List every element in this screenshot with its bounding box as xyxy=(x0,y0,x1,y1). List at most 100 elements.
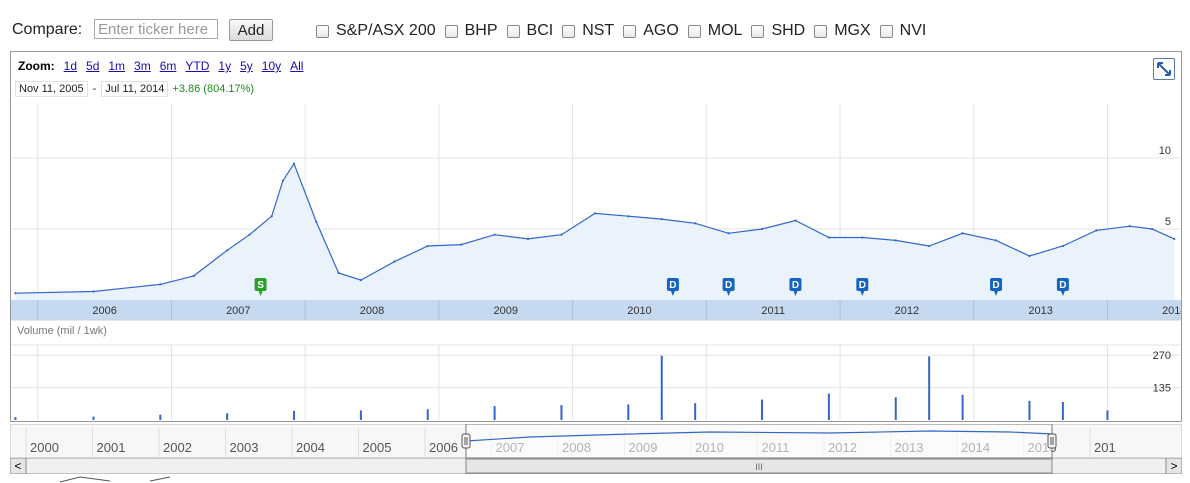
checkbox[interactable] xyxy=(316,24,329,38)
x-tick-label: 2011 xyxy=(761,305,785,317)
checkbox[interactable] xyxy=(751,24,765,38)
timeline-scrollbar[interactable]: < III > xyxy=(10,458,1182,474)
compare-ticker-label: BHP xyxy=(464,22,498,39)
price-area xyxy=(15,163,1175,300)
price-point xyxy=(248,233,251,236)
navigator-year-label: 2001 xyxy=(97,440,126,455)
zoom-5d[interactable]: 5d xyxy=(86,59,100,73)
scroll-thumb[interactable] xyxy=(465,458,1053,474)
compare-ticker-list: S&P/ASX 200 BHP BCI NST AGO MOL SHD MGX … xyxy=(316,22,935,40)
chart-panel: 5 10 S D D D D D D 2006 2007 2008 2009 2010 2011 2012 20… xyxy=(10,51,1182,422)
dividend-flag[interactable]: D xyxy=(666,278,679,296)
compare-item-ago[interactable]: AGO xyxy=(623,22,679,40)
compare-item-bci[interactable]: BCI xyxy=(506,22,553,40)
y-tick-label: 10 xyxy=(1159,145,1171,157)
zoom-10y[interactable]: 10y xyxy=(261,59,282,73)
volume-y-tick-label: 270 xyxy=(1153,350,1171,362)
checkbox[interactable] xyxy=(814,24,828,38)
volume-bar xyxy=(14,417,17,420)
price-point xyxy=(281,179,284,182)
zoom-label: Zoom: xyxy=(18,59,55,73)
compare-ticker-label: NST xyxy=(582,22,615,39)
navigator-handle[interactable] xyxy=(461,433,471,449)
price-point xyxy=(727,232,730,235)
y-tick-label: 5 xyxy=(1165,216,1171,228)
date-axis-band xyxy=(11,300,1181,320)
price-point xyxy=(270,215,273,218)
compare-label: Compare: xyxy=(12,21,83,38)
checkbox[interactable] xyxy=(506,24,520,38)
navigator-selection[interactable] xyxy=(465,424,1053,458)
expand-icon xyxy=(1157,62,1171,76)
zoom-5y[interactable]: 5y xyxy=(240,59,253,73)
timeline-navigator[interactable]: 2000200120022003200420052006200720082009… xyxy=(10,424,1182,458)
compare-item-bhp[interactable]: BHP xyxy=(444,22,498,40)
compare-item-sp-asx-200[interactable]: S&P/ASX 200 xyxy=(316,22,436,40)
price-point xyxy=(226,249,229,252)
dividend-flag[interactable]: D xyxy=(856,278,869,296)
dividend-flag[interactable]: D xyxy=(1056,278,1069,296)
x-tick-label: 2010 xyxy=(627,305,651,317)
zoom-3m[interactable]: 3m xyxy=(134,59,151,73)
compare-item-shd[interactable]: SHD xyxy=(751,22,805,40)
volume-bar xyxy=(928,356,931,420)
price-point xyxy=(1095,229,1098,232)
checkbox[interactable] xyxy=(879,24,893,38)
price-point xyxy=(1128,225,1131,228)
price-point xyxy=(92,290,95,293)
dividend-flag[interactable]: D xyxy=(789,278,802,296)
zoom-1m[interactable]: 1m xyxy=(108,59,126,73)
navigator-year-label: 2003 xyxy=(230,440,259,455)
price-point xyxy=(159,283,162,286)
price-point xyxy=(961,232,964,235)
volume-label: Volume (mil / 1wk) xyxy=(17,325,107,337)
volume-bar xyxy=(1106,410,1109,420)
compare-ticker-label: MOL xyxy=(707,22,743,39)
volume-bar xyxy=(1028,400,1031,420)
price-volume-chart[interactable]: 5 10 S D D D D D D 2006 2007 2008 2009 2010 2011 2012 20… xyxy=(11,52,1181,421)
volume-bar xyxy=(1061,402,1064,420)
volume-bar xyxy=(660,355,663,420)
range-separator: - xyxy=(92,83,97,95)
ticker-input[interactable] xyxy=(94,19,218,39)
navigator-year-label: 201 xyxy=(1094,440,1116,455)
price-point xyxy=(292,162,296,165)
navigator-year-label: 2006 xyxy=(429,440,458,455)
zoom-1d[interactable]: 1d xyxy=(63,59,78,73)
zoom-6m[interactable]: 6m xyxy=(159,59,177,73)
dividend-flag[interactable]: D xyxy=(722,278,735,296)
checkbox[interactable] xyxy=(623,24,637,38)
zoom-all[interactable]: All xyxy=(290,59,304,73)
scroll-left-button[interactable] xyxy=(10,458,27,474)
price-point xyxy=(660,217,663,221)
price-point xyxy=(794,219,797,222)
scroll-grip-icon: III xyxy=(755,462,763,472)
split-flag-label: S xyxy=(257,280,264,291)
navigator-handle[interactable] xyxy=(1047,433,1057,449)
scroll-right-button[interactable] xyxy=(1165,458,1182,474)
expand-button[interactable] xyxy=(1153,58,1175,80)
compare-item-nst[interactable]: NST xyxy=(562,22,614,40)
add-button[interactable]: Add xyxy=(229,19,273,41)
volume-bar xyxy=(894,397,897,420)
price-point xyxy=(337,271,340,275)
checkbox[interactable] xyxy=(687,24,701,38)
range-end-date[interactable]: Jul 11, 2014 xyxy=(101,81,169,97)
compare-ticker-label: MGX xyxy=(834,22,871,39)
compare-item-mgx[interactable]: MGX xyxy=(814,22,871,40)
dividend-flag[interactable]: D xyxy=(990,278,1003,296)
price-point xyxy=(1028,254,1031,258)
checkbox[interactable] xyxy=(562,24,576,38)
split-flag[interactable]: S xyxy=(254,278,267,296)
range-start-date[interactable]: Nov 11, 2005 xyxy=(15,81,88,97)
volume-bar xyxy=(827,393,830,420)
volume-bar xyxy=(761,399,764,420)
price-point xyxy=(760,227,764,231)
checkbox[interactable] xyxy=(444,24,458,38)
zoom-ytd[interactable]: YTD xyxy=(185,59,210,73)
compare-item-mol[interactable]: MOL xyxy=(687,22,743,40)
compare-item-nvi[interactable]: NVI xyxy=(879,22,926,40)
zoom-1y[interactable]: 1y xyxy=(218,59,232,73)
dividend-flag-label: D xyxy=(859,280,866,291)
price-point xyxy=(994,239,998,242)
